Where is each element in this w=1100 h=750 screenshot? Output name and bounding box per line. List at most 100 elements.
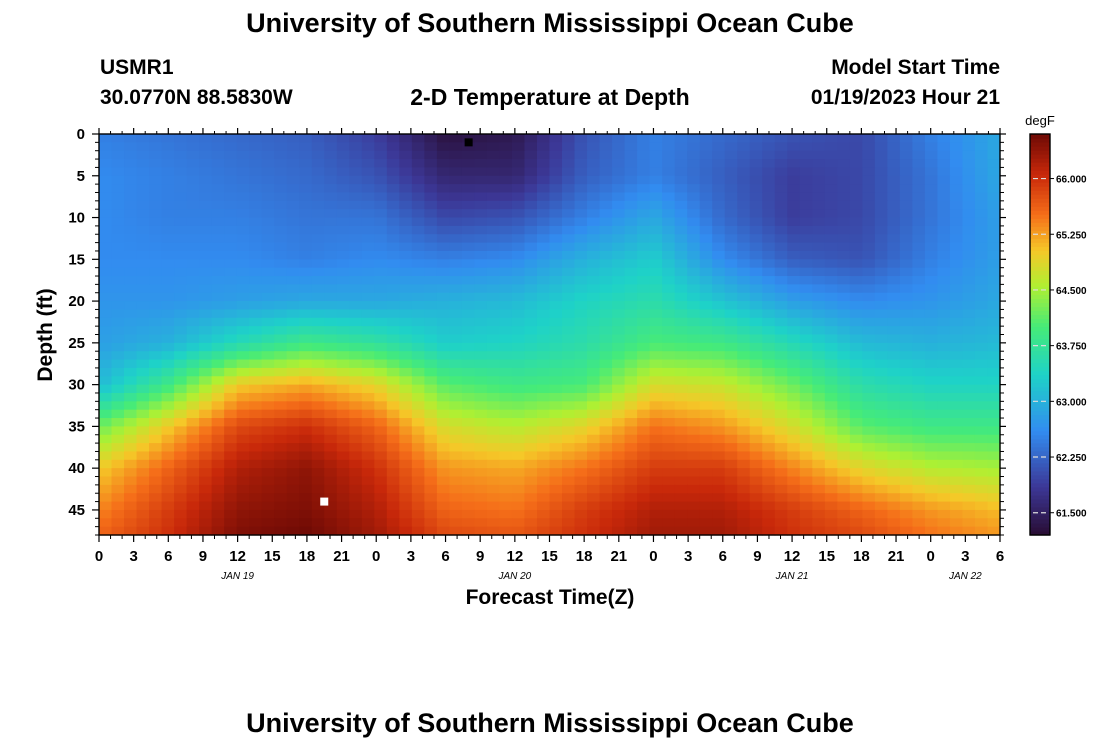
heatmap-cell (249, 276, 263, 285)
heatmap-cell (261, 175, 275, 185)
heatmap-cell (274, 234, 288, 244)
heatmap-cell (774, 476, 788, 486)
heatmap-cell (124, 426, 138, 436)
heatmap-cell (536, 409, 551, 419)
heatmap-cell (687, 401, 701, 411)
heatmap-cell (111, 309, 125, 319)
colorbar-swatch (1030, 218, 1050, 223)
heatmap-cell (862, 184, 876, 194)
colorbar-swatch (1030, 250, 1050, 255)
heatmap-cell (549, 150, 563, 160)
colorbar-swatch (1030, 194, 1050, 199)
x-tick-label: 21 (888, 548, 905, 565)
heatmap-cell (336, 501, 350, 511)
heatmap-cell (299, 217, 313, 227)
heatmap-cell (411, 359, 425, 369)
heatmap-cell (486, 409, 501, 419)
heatmap-cell (762, 476, 776, 486)
colorbar-tick-label: 65.250 (1056, 230, 1087, 241)
heatmap-cell (249, 409, 263, 419)
heatmap-cell (887, 292, 901, 302)
heatmap-cell (962, 217, 976, 227)
heatmap-cell (737, 451, 751, 461)
heatmap-cell (211, 326, 225, 336)
heatmap-cell (161, 192, 175, 202)
heatmap-cell (687, 518, 701, 528)
heatmap-cell (737, 384, 751, 394)
heatmap-cell (974, 384, 989, 394)
heatmap-cell (486, 476, 501, 486)
heatmap-cell (374, 242, 388, 252)
heatmap-cell (524, 326, 538, 336)
heatmap-cell (612, 509, 626, 519)
heatmap-cell (887, 434, 901, 444)
y-tick-label: 40 (68, 460, 85, 477)
heatmap-cell (874, 175, 888, 185)
heatmap-cell (411, 443, 425, 453)
heatmap-cell (474, 159, 488, 169)
heatmap-cell (249, 426, 263, 436)
heatmap-cell (949, 276, 964, 285)
heatmap-cell (399, 351, 413, 361)
heatmap-cell (649, 468, 663, 478)
heatmap-cell (737, 301, 751, 311)
heatmap-cell (912, 392, 926, 402)
heatmap-cell (824, 292, 838, 302)
heatmap-cell (324, 493, 338, 503)
heatmap-cell (974, 217, 989, 227)
heatmap-cell (749, 134, 763, 143)
y-tick-label: 25 (68, 335, 85, 352)
heatmap-cell (587, 493, 601, 503)
colorbar-swatch (1030, 422, 1050, 428)
heatmap-cell (124, 217, 138, 227)
heatmap-cell (787, 493, 801, 503)
heatmap-cell (899, 401, 913, 411)
heatmap-cell (224, 401, 238, 411)
heatmap-cell (724, 367, 738, 377)
heatmap-cell (411, 250, 425, 260)
heatmap-cell (274, 250, 288, 260)
heatmap-cell (236, 526, 250, 536)
heatmap-cell (662, 434, 676, 444)
page-title-bottom: University of Southern Mississippi Ocean… (246, 708, 854, 738)
heatmap-cell (99, 317, 113, 327)
heatmap-cell (386, 518, 400, 528)
heatmap-cell (149, 184, 163, 194)
heatmap-cell (174, 301, 188, 311)
heatmap-cell (749, 175, 763, 185)
heatmap-cell (849, 326, 863, 336)
heatmap-cell (837, 451, 851, 461)
heatmap-cell (624, 342, 638, 352)
heatmap-cell (599, 518, 613, 528)
heatmap-cell (136, 518, 150, 528)
heatmap-cell (499, 401, 513, 411)
heatmap-cell (499, 342, 513, 352)
heatmap-cell (637, 150, 651, 160)
heatmap-cell (324, 159, 338, 169)
heatmap-cell (374, 434, 388, 444)
heatmap-cell (949, 326, 964, 336)
heatmap-cell (99, 242, 113, 252)
heatmap-cell (712, 309, 726, 319)
heatmap-cell (336, 209, 350, 219)
heatmap-cell (549, 334, 563, 344)
heatmap-cell (587, 518, 601, 528)
heatmap-cell (624, 459, 638, 469)
heatmap-cell (499, 376, 513, 386)
heatmap-cell (987, 250, 1001, 260)
heatmap-cell (136, 392, 150, 402)
heatmap-cell (924, 451, 939, 461)
heatmap-cell (399, 142, 413, 152)
heatmap-cell (849, 459, 863, 469)
heatmap-cell (474, 334, 488, 344)
heatmap-cell (662, 518, 676, 528)
heatmap-cell (812, 167, 826, 177)
heatmap-cell (161, 292, 175, 302)
heatmap-cell (424, 234, 438, 244)
heatmap-cell (374, 134, 388, 143)
heatmap-cell (787, 526, 801, 536)
heatmap-cell (574, 334, 588, 344)
heatmap-cell (599, 476, 613, 486)
heatmap-cell (274, 351, 288, 361)
heatmap-cell (474, 342, 488, 352)
